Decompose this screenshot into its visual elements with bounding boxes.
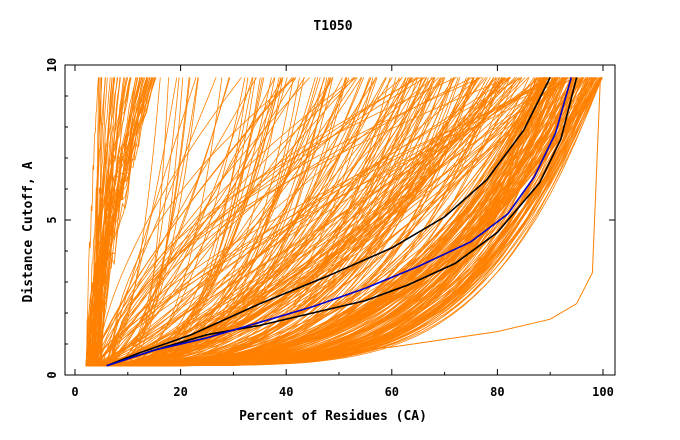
model-curve bbox=[95, 77, 326, 367]
x-tick-label: 0 bbox=[71, 385, 78, 399]
model-curve bbox=[90, 77, 276, 367]
model-curve bbox=[94, 77, 108, 366]
series-line-2 bbox=[106, 77, 573, 367]
model-curve bbox=[97, 77, 156, 366]
model-curve bbox=[106, 77, 544, 367]
model-curve bbox=[104, 77, 473, 366]
model-curve bbox=[102, 77, 433, 367]
x-tick-label: 40 bbox=[279, 385, 293, 399]
model-curve bbox=[89, 77, 538, 367]
model-curve bbox=[105, 77, 231, 367]
model-curve bbox=[85, 77, 372, 367]
series-line-1 bbox=[106, 77, 578, 367]
model-curve bbox=[91, 77, 541, 367]
y-tick-label: 10 bbox=[45, 58, 59, 72]
y-axis-label: Distance Cutoff, A bbox=[21, 161, 36, 302]
y-tick-label: 5 bbox=[45, 216, 59, 223]
model-curve bbox=[105, 77, 584, 367]
model-curve bbox=[87, 77, 284, 367]
axes: 0 20 40 60 80 100 0 5 10 bbox=[45, 58, 615, 399]
model-curve bbox=[97, 77, 118, 366]
model-curve bbox=[100, 77, 481, 367]
model-curve bbox=[107, 77, 357, 366]
model-curve bbox=[104, 77, 518, 367]
model-curve bbox=[102, 77, 487, 367]
y-tick-label: 0 bbox=[45, 371, 59, 378]
model-curve bbox=[93, 77, 115, 366]
model-curve bbox=[108, 77, 576, 367]
model-curve bbox=[107, 77, 334, 367]
model-curve bbox=[86, 77, 99, 366]
model-curves bbox=[85, 77, 603, 367]
model-curve bbox=[97, 77, 154, 366]
model-curve bbox=[96, 77, 138, 366]
model-curve bbox=[108, 77, 497, 367]
model-curve bbox=[88, 77, 573, 367]
model-curve bbox=[95, 77, 100, 366]
model-curve bbox=[89, 77, 152, 366]
chart-title: T1050 bbox=[313, 19, 352, 34]
model-curve bbox=[87, 77, 310, 366]
model-curve bbox=[92, 77, 293, 366]
model-curve bbox=[86, 77, 119, 366]
x-tick-label: 80 bbox=[490, 385, 504, 399]
model-curve bbox=[89, 77, 297, 367]
model-curve bbox=[90, 77, 501, 367]
model-curve bbox=[86, 77, 377, 367]
model-curve bbox=[105, 77, 418, 366]
model-curve bbox=[93, 77, 556, 367]
model-curve bbox=[93, 77, 386, 367]
model-curve bbox=[96, 77, 561, 366]
model-curve bbox=[100, 77, 156, 366]
model-curve bbox=[108, 77, 265, 367]
model-curve bbox=[102, 77, 407, 367]
x-tick-label: 100 bbox=[592, 385, 614, 399]
x-axis-label: Percent of Residues (CA) bbox=[239, 409, 427, 424]
model-curve bbox=[110, 77, 223, 367]
model-curve bbox=[96, 77, 131, 366]
highlight-curves bbox=[106, 77, 601, 367]
x-tick-label: 20 bbox=[173, 385, 187, 399]
model-curve bbox=[97, 77, 414, 367]
model-curve bbox=[110, 77, 297, 366]
x-tick-label: 60 bbox=[385, 385, 399, 399]
model-curve bbox=[95, 77, 257, 366]
model-curve bbox=[97, 77, 571, 366]
series-line-0 bbox=[106, 77, 551, 367]
series-line-3 bbox=[196, 77, 601, 367]
